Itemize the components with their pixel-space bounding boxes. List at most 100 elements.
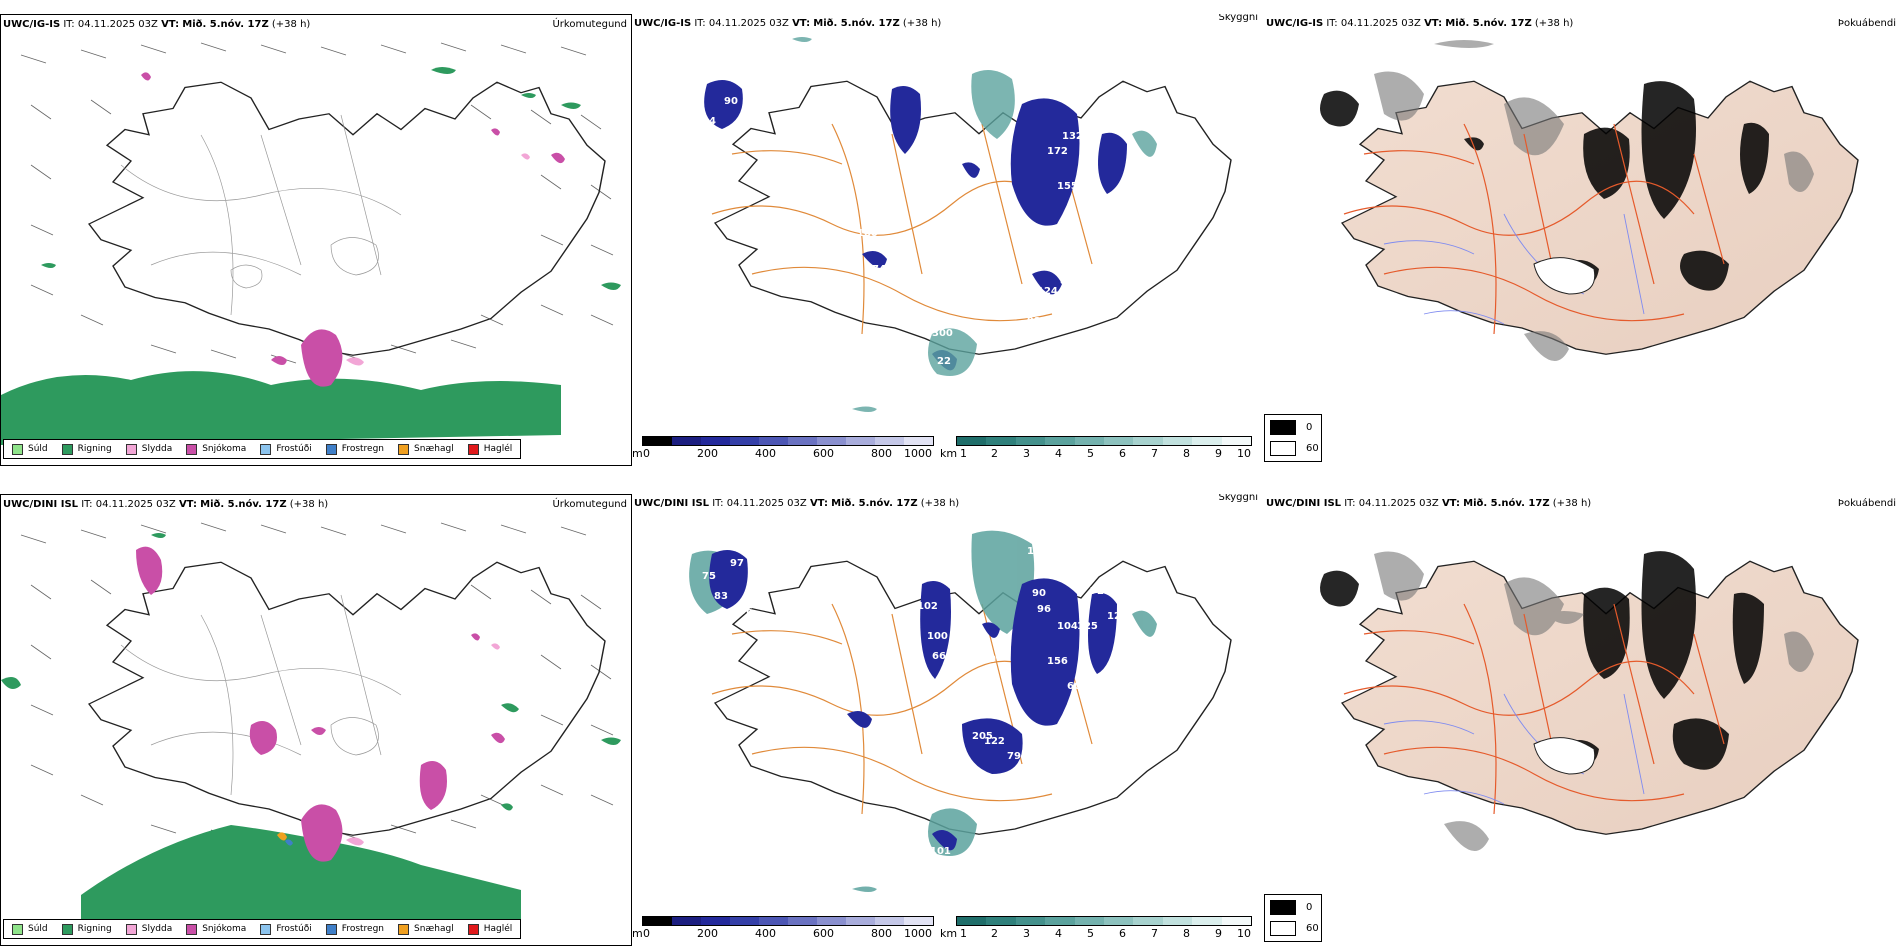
colorbar-tick: 1	[960, 927, 967, 940]
fog-map	[1320, 40, 1859, 361]
fog-legend-swatch	[1270, 420, 1296, 435]
visibility-value: 125	[1107, 611, 1128, 622]
visibility-value: 79	[932, 246, 946, 257]
colorbar-tick: 1000	[904, 447, 932, 460]
it-label: IT:	[1326, 18, 1338, 29]
precip-legend: Súld Rigning Slydda Snjókoma Frostúði Fr…	[3, 919, 522, 939]
legend-swatch	[260, 443, 272, 455]
visibility-value: 172	[1047, 146, 1068, 157]
fog-panel-row1: UWC/IG-IS IT: 04.11.2025 03Z VT: Mið. 5.…	[1264, 14, 1900, 464]
vt-label: VT:	[1424, 18, 1443, 29]
lead-time: (+38 h)	[289, 499, 329, 510]
colorbar-tick: 9	[1215, 927, 1222, 940]
colorbar-tick: 0	[643, 447, 650, 460]
colorbar-tick: 6	[1119, 927, 1126, 940]
legend-item: Súld	[12, 443, 48, 455]
legend-swatch	[467, 923, 479, 935]
legend-label: Haglél	[483, 444, 513, 454]
colorbar-tick: 2	[991, 927, 998, 940]
visibility-value: 156	[1047, 656, 1068, 667]
visibility-value: 168	[1027, 86, 1048, 97]
visibility-value: 75	[702, 571, 716, 582]
precip-type-panel-row2: UWC/DINI ISL IT: 04.11.2025 03Z VT: Mið.…	[0, 494, 632, 946]
visibility-colorbar-m: m 0 200 400 600 800 1000	[632, 916, 934, 942]
legend-item: Frostúði	[260, 923, 312, 935]
legend-swatch	[125, 923, 137, 935]
legend-label: Slydda	[141, 444, 173, 454]
it-label: IT:	[694, 18, 706, 29]
fog-legend-row: 60	[1270, 441, 1319, 456]
vt-value: Mið. 5.nóv. 17Z	[813, 18, 900, 29]
colorbar-tick: 1	[960, 447, 967, 460]
colorbar-tick: 1000	[904, 927, 932, 940]
colorbar	[956, 436, 1252, 446]
legend-item: Snjókoma	[186, 443, 246, 455]
model-name: UWC/IG-IS	[3, 19, 61, 30]
visibility-value: 72	[1090, 586, 1104, 597]
colorbar-tick: 4	[1055, 927, 1062, 940]
visibility-value: 134	[1042, 564, 1063, 575]
colorbar-unit: km	[940, 927, 958, 940]
colorbar-tick: 7	[1151, 447, 1158, 460]
legend-label: Súld	[28, 444, 48, 454]
visibility-value: 180	[857, 228, 878, 239]
colorbar-tick: 600	[813, 447, 834, 460]
visibility-colorbar-km: km 1 2 3 4 5 6 7 8 9 10	[940, 916, 1252, 942]
visibility-map: 137 97 75 83 136 145 134 90 96 104 125 7…	[689, 530, 1232, 892]
legend-label: Frostregn	[341, 444, 385, 454]
visibility-value: 22	[937, 356, 951, 367]
colorbar-tick: 5	[1087, 447, 1094, 460]
it-value: 04.11.2025 03Z	[708, 18, 789, 29]
visibility-value: 100	[927, 631, 948, 642]
legend-label: Frostúði	[276, 924, 312, 934]
colorbar-tick: 4	[1055, 447, 1062, 460]
visibility-value: 102	[917, 601, 938, 612]
fog-legend-label: 60	[1306, 923, 1319, 934]
fog-legend: 0 60	[1264, 894, 1322, 942]
visibility-value: 132	[1062, 131, 1083, 142]
colorbar-unit: km	[940, 447, 958, 460]
panel-header: UWC/IG-IS IT: 04.11.2025 03Z VT: Mið. 5.…	[3, 19, 310, 30]
colorbar	[642, 436, 934, 446]
legend-swatch	[398, 443, 410, 455]
fog-legend-label: 60	[1306, 443, 1319, 454]
visibility-value: 90	[1032, 588, 1046, 599]
vt-value: Mið. 5.nóv. 17Z	[182, 19, 269, 30]
model-name: UWC/IG-IS	[634, 18, 692, 29]
legend-label: Frostúði	[276, 444, 312, 454]
legend-label: Snæhagl	[414, 924, 454, 934]
fog-map	[1320, 551, 1859, 851]
colorbar-tick: 2	[991, 447, 998, 460]
visibility-value: 120	[1067, 251, 1088, 262]
vt-label: VT:	[178, 499, 197, 510]
legend-swatch	[398, 923, 410, 935]
visibility-value: 66	[932, 651, 946, 662]
visibility-panel-row2: 137 97 75 83 136 145 134 90 96 104 125 7…	[632, 494, 1262, 944]
visibility-value: 242	[944, 862, 965, 873]
vt-label: VT:	[809, 498, 828, 509]
legend-item: Haglél	[467, 443, 513, 455]
visibility-value: 94	[702, 116, 716, 127]
visibility-value: 155	[1057, 181, 1078, 192]
fog-legend-swatch	[1270, 900, 1296, 915]
visibility-value: 60	[1067, 681, 1081, 692]
fog-legend: 0 60	[1264, 414, 1322, 462]
it-value: 04.11.2025 03Z	[1358, 498, 1439, 509]
fog-legend-row: 0	[1270, 420, 1312, 435]
legend-label: Frostregn	[341, 924, 385, 934]
it-label: IT:	[81, 499, 93, 510]
colorbar-unit: m	[632, 447, 643, 460]
legend-label: Súld	[28, 924, 48, 934]
it-value: 04.11.2025 03Z	[726, 498, 807, 509]
model-name: UWC/DINI ISL	[634, 498, 710, 509]
legend-item: Haglél	[467, 923, 512, 935]
lead-time: (+38 h)	[271, 19, 311, 30]
vt-value: Mið. 5.nóv. 17Z	[200, 499, 287, 510]
colorbar-tick: 800	[871, 927, 892, 940]
colorbar-tick: 5	[1087, 927, 1094, 940]
legend-label: Snæhagl	[414, 444, 454, 454]
visibility-value: 96	[1037, 604, 1051, 615]
legend-label: Rigning	[77, 444, 112, 454]
colorbar-tick: 0	[643, 927, 650, 940]
model-name: UWC/IG-IS	[1266, 18, 1324, 29]
